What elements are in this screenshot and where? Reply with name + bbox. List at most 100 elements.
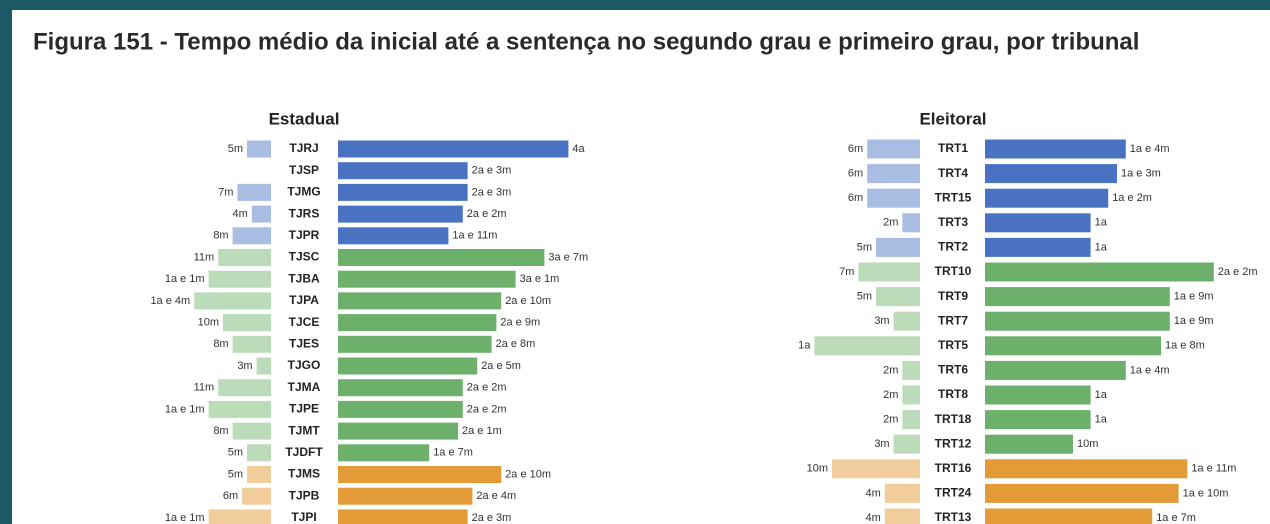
bar-first-degree [338,400,463,418]
bar-first-degree [338,140,569,158]
category-label: TJPI [291,510,316,524]
value-label: 1a e 3m [1121,168,1161,180]
value-label: 6m [223,490,238,502]
category-label: TRT18 [935,412,972,426]
bar-first-degree [985,459,1188,479]
bar-first-degree [985,213,1091,233]
value-label: 2a e 10m [505,468,551,480]
bar-second-degree [893,434,920,454]
category-label: TJMA [288,380,321,394]
bar-first-degree [985,139,1126,159]
value-label: 1a e 9m [1174,315,1214,327]
panel-title: Estadual [269,109,340,128]
bar-first-degree [338,205,463,223]
value-label: 1a [1095,389,1108,401]
category-label: TJBA [288,271,320,285]
bar-second-degree [208,400,271,418]
bar-second-degree [902,360,920,380]
category-label: TJPB [289,488,320,502]
value-label: 3m [874,315,889,327]
category-label: TRT9 [938,289,968,303]
value-label: 10m [198,317,219,329]
bar-first-degree [338,509,468,524]
bar-second-degree [893,311,920,331]
bar-second-degree [218,379,271,397]
bar-first-degree [338,422,458,440]
value-label: 1a e 11m [452,230,497,242]
bar-first-degree [985,508,1153,524]
category-label: TJSC [289,250,320,264]
category-label: TRT8 [938,387,968,401]
value-label: 6m [848,168,863,180]
value-label: 1a e 2m [1112,192,1152,204]
value-label: 1a e 1m [165,403,205,415]
bar-second-degree [902,385,920,405]
bar-second-degree [208,270,271,288]
category-label: TJDFT [285,445,323,459]
value-label: 2a e 9m [500,317,540,329]
category-label: TJPR [289,228,320,242]
bar-first-degree [985,483,1179,503]
value-label: 8m [213,425,228,437]
bar-first-degree [338,162,468,180]
bar-first-degree [985,336,1161,356]
bar-second-degree [232,335,271,353]
category-label: TRT4 [938,166,968,180]
value-label: 1a [1095,217,1108,229]
category-label: TJMG [287,185,320,199]
bar-second-degree [884,483,920,503]
bar-second-degree [867,188,920,208]
category-label: TRT15 [935,190,972,204]
bar-second-degree [232,422,271,440]
value-label: 2m [883,389,898,401]
bar-first-degree [338,249,545,266]
value-label: 5m [857,291,872,303]
bar-first-degree [338,270,516,288]
value-label: 7m [218,186,233,198]
value-label: 1a [1095,414,1108,426]
value-label: 8m [213,338,228,350]
bar-first-degree [985,188,1109,208]
category-label: TJRJ [289,141,318,155]
bar-second-degree [814,336,920,356]
bar-first-degree [985,237,1091,257]
panel-title: Eleitoral [919,109,986,128]
value-label: 2m [883,364,898,376]
value-label: 1a e 1m [165,512,205,524]
category-label: TRT7 [938,313,968,327]
category-label: TJRS [289,206,320,220]
value-label: 2a e 2m [467,403,507,415]
value-label: 5m [228,468,243,480]
bar-first-degree [338,379,463,397]
value-label: 1a e 11m [1191,463,1236,475]
value-label: 6m [848,143,863,155]
category-label: TJGO [288,358,321,372]
value-label: 2a e 3m [472,512,512,524]
category-label: TJES [289,336,319,350]
category-label: TRT10 [935,264,972,278]
value-label: 10m [807,463,828,475]
value-label: 8m [213,230,228,242]
value-label: 1a e 4m [1130,143,1170,155]
bar-second-degree [876,287,920,307]
bar-first-degree [985,262,1214,282]
bar-first-degree [338,335,492,353]
figure-title: Figura 151 - Tempo médio da inicial até … [33,28,1139,55]
value-label: 1a e 4m [150,295,190,307]
bar-first-degree [338,183,468,201]
value-label: 4m [866,512,881,524]
value-label: 2a e 2m [467,208,507,220]
category-label: TJPA [289,293,319,307]
bar-first-degree [338,357,478,375]
bar-second-degree [194,292,271,310]
value-label: 3a e 1m [520,273,560,285]
bar-second-degree [208,509,271,524]
value-label: 1a e 1m [165,273,205,285]
category-label: TRT6 [938,363,968,377]
value-label: 10m [1077,438,1098,450]
bar-second-degree [256,357,271,375]
value-label: 2m [883,414,898,426]
bar-second-degree [242,487,271,505]
value-label: 1a e 4m [1130,364,1170,376]
